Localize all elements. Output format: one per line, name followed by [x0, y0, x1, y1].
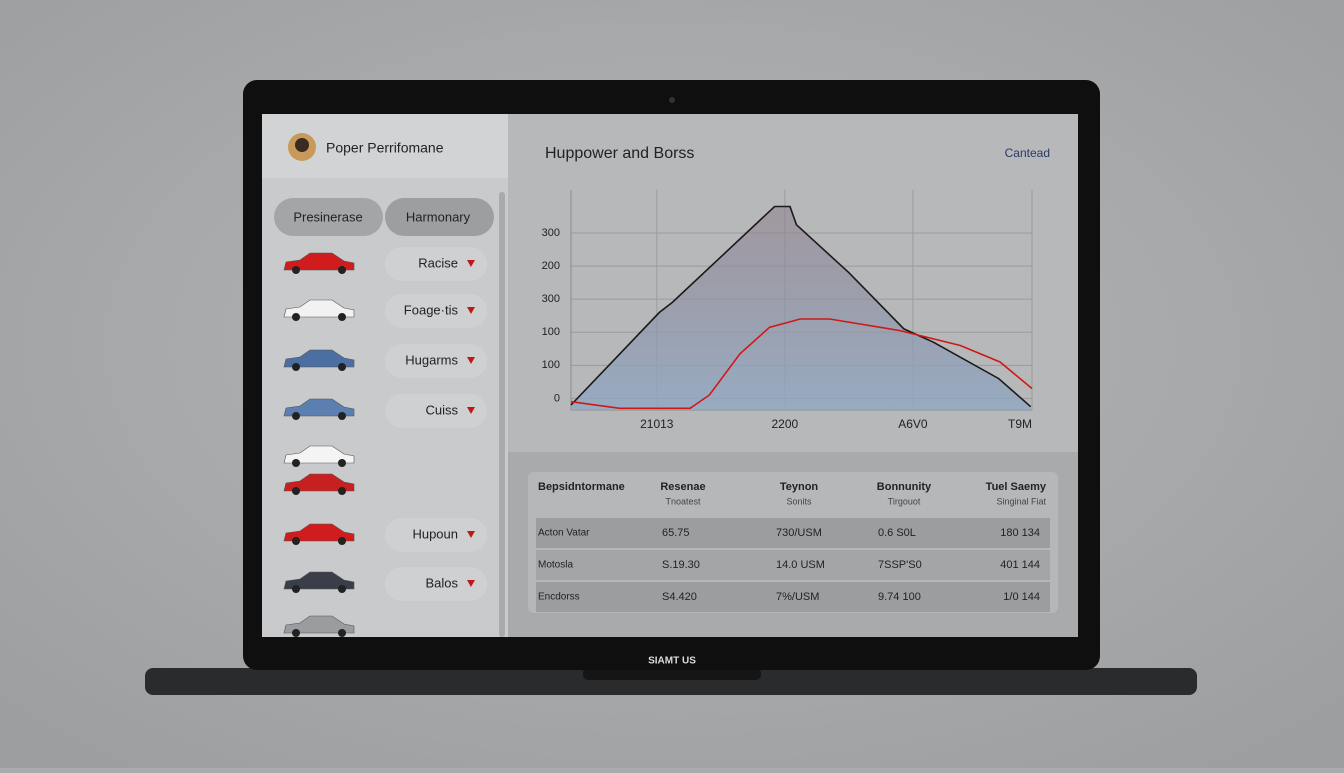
x-tick-label: 21013	[640, 417, 674, 431]
table-subheader: Tnoatest	[665, 496, 701, 506]
tab[interactable]	[274, 198, 383, 236]
table-cell: Motosla	[538, 560, 573, 571]
dropdown-button[interactable]	[385, 567, 487, 601]
x-tick-label: 2200	[772, 417, 799, 431]
car-wheel	[292, 629, 300, 637]
dropdown-label[interactable]: Foage·tis	[404, 302, 459, 317]
car-icon	[283, 523, 355, 542]
table-header: Bepsidntormane	[538, 481, 625, 493]
table-subheader: Singinal Fiat	[996, 496, 1046, 506]
car-wheel	[338, 313, 346, 321]
y-tick-label: 300	[542, 293, 560, 305]
car-wheel	[292, 459, 300, 467]
car-wheel	[292, 412, 300, 420]
link[interactable]: Cantead	[1005, 146, 1050, 160]
table-cell: S4.420	[662, 591, 697, 603]
profile-name: Poper Perrifomane	[326, 140, 444, 156]
table-header: Resenae	[660, 481, 705, 493]
y-tick-label: 200	[542, 260, 560, 272]
table-cell: 7SSP'S0	[878, 559, 922, 571]
car-icon	[283, 299, 355, 318]
table-cell: 7%/USM	[776, 591, 819, 603]
tab-label[interactable]: Presinerase	[293, 209, 362, 224]
dropdown-label[interactable]: Racise	[418, 255, 458, 270]
car-wheel	[338, 487, 346, 495]
car-icon	[283, 398, 355, 417]
line	[570, 205, 1032, 408]
panel-title: Huppower and Borss	[545, 145, 694, 162]
table-cell: Acton Vatar	[538, 528, 590, 539]
table-cell: 14.0 USM	[776, 559, 825, 571]
car-wheel	[338, 459, 346, 467]
car-icon	[283, 473, 355, 492]
car-wheel	[338, 266, 346, 274]
car-icon	[283, 445, 355, 464]
y-tick-label: 0	[554, 392, 560, 404]
table-cell: 1/0 144	[1003, 591, 1040, 603]
y-tick-label: 100	[542, 359, 560, 371]
dropdown-button[interactable]	[385, 344, 487, 378]
area	[571, 206, 1031, 410]
dropdown-arrow	[467, 580, 475, 587]
car-icon	[283, 615, 355, 634]
table-header: Tuel Saemy	[986, 481, 1047, 493]
table-header: Bonnunity	[877, 481, 932, 493]
dropdown-button[interactable]	[385, 394, 487, 428]
car-wheel	[338, 629, 346, 637]
car-icon	[283, 349, 355, 368]
table-cell: 9.74 100	[878, 591, 921, 603]
dropdown-arrow	[467, 407, 475, 414]
dropdown-arrow	[467, 307, 475, 314]
dropdown-button[interactable]	[385, 247, 487, 281]
car-wheel	[338, 537, 346, 545]
dropdown-label[interactable]: Hupoun	[412, 526, 458, 541]
dropdown-arrow	[467, 531, 475, 538]
x-tick-label: A6V0	[898, 417, 928, 431]
car-wheel	[338, 585, 346, 593]
y-tick-label: 100	[542, 326, 560, 338]
laptop-notch	[583, 668, 761, 680]
tab-label[interactable]: Harmonary	[406, 209, 471, 224]
table-cell: 730/USM	[776, 527, 822, 539]
table-cell: 180 134	[1000, 527, 1040, 539]
dropdown-button[interactable]	[385, 294, 487, 328]
dropdown-arrow	[467, 260, 475, 267]
laptop-base	[145, 668, 1197, 695]
car-wheel	[292, 487, 300, 495]
dropdown-label[interactable]: Balos	[425, 575, 458, 590]
dropdown-arrow	[467, 357, 475, 364]
car-wheel	[292, 363, 300, 371]
x-tick-label: T9M	[1008, 417, 1032, 431]
car-wheel	[338, 412, 346, 420]
table-cell: 0.6 S0L	[878, 527, 916, 539]
table-row	[536, 582, 1050, 612]
avatar-face	[295, 138, 309, 152]
dropdown-label[interactable]: Cuiss	[425, 402, 458, 417]
car-wheel	[292, 266, 300, 274]
line	[570, 318, 1033, 410]
car-wheel	[338, 363, 346, 371]
table-cell: Encdorss	[538, 592, 580, 603]
car-wheel	[292, 537, 300, 545]
table-row	[536, 518, 1050, 548]
laptop-label: SIAMT US	[648, 656, 696, 667]
car-icon	[283, 252, 355, 271]
scrollbar	[499, 192, 505, 637]
table-cell: 401 144	[1000, 559, 1040, 571]
table-cell: 65.75	[662, 527, 690, 539]
car-icon	[283, 571, 355, 590]
car-wheel	[292, 585, 300, 593]
table-row	[536, 550, 1050, 580]
table-header: Teynon	[780, 481, 819, 493]
dropdown-button[interactable]	[385, 518, 487, 552]
car-wheel	[292, 313, 300, 321]
table-cell: S.19.30	[662, 559, 700, 571]
dropdown-label[interactable]: Hugarms	[405, 352, 458, 367]
table-subheader: Tirgouot	[888, 496, 921, 506]
camera	[669, 97, 675, 103]
y-tick-label: 300	[542, 227, 560, 239]
table-subheader: Sonits	[786, 496, 812, 506]
tab[interactable]	[385, 198, 494, 236]
